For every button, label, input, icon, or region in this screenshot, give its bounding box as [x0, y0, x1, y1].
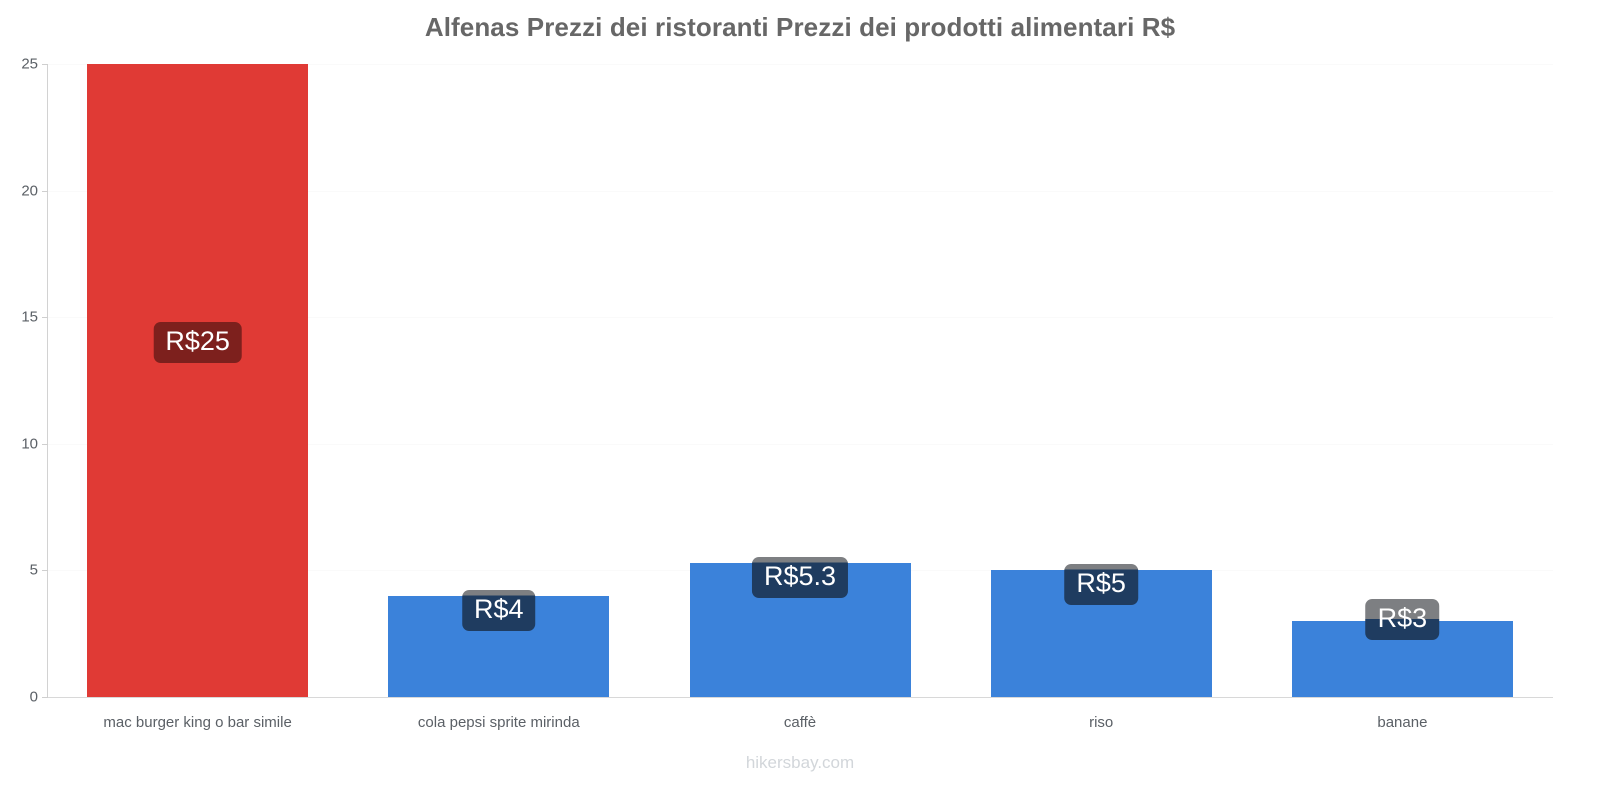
bar-value-label: R$5: [1064, 564, 1138, 606]
y-tick-label: 25: [21, 55, 38, 73]
y-tick-mark: [42, 570, 48, 572]
y-tick-mark: [42, 697, 48, 698]
gridline: [47, 190, 1553, 192]
x-tick-label: mac burger king o bar simile: [103, 714, 292, 731]
bar[interactable]: [87, 64, 309, 697]
y-tick-mark: [42, 443, 48, 445]
y-tick-label: 0: [29, 688, 38, 706]
gridline: [47, 443, 1553, 445]
y-tick-label: 10: [21, 435, 38, 453]
x-tick-label: cola pepsi sprite mirinda: [417, 714, 580, 731]
gridline: [47, 697, 1553, 698]
chart-title: Alfenas Prezzi dei ristoranti Prezzi dei…: [424, 12, 1176, 42]
y-tick-label: 15: [21, 308, 38, 326]
x-tick-label: caffè: [783, 714, 817, 731]
bar-value-label: R$25: [153, 322, 242, 363]
x-tick-label: banane: [1377, 714, 1428, 731]
gridline: [47, 317, 1553, 319]
bar-value-label: R$4: [462, 589, 536, 631]
footer-credit: hikersbay.com: [745, 753, 855, 772]
gridline: [47, 64, 1553, 65]
y-tick-mark: [42, 64, 48, 65]
y-tick-label: 5: [29, 561, 38, 579]
bar-value-label: R$5.3: [751, 556, 849, 598]
x-tick-label: riso: [1089, 714, 1114, 731]
bar-value-label: R$3: [1365, 599, 1440, 641]
y-tick-mark: [42, 190, 48, 192]
y-tick-label: 20: [21, 182, 38, 200]
y-axis-line: [47, 64, 48, 698]
y-tick-mark: [42, 317, 48, 319]
